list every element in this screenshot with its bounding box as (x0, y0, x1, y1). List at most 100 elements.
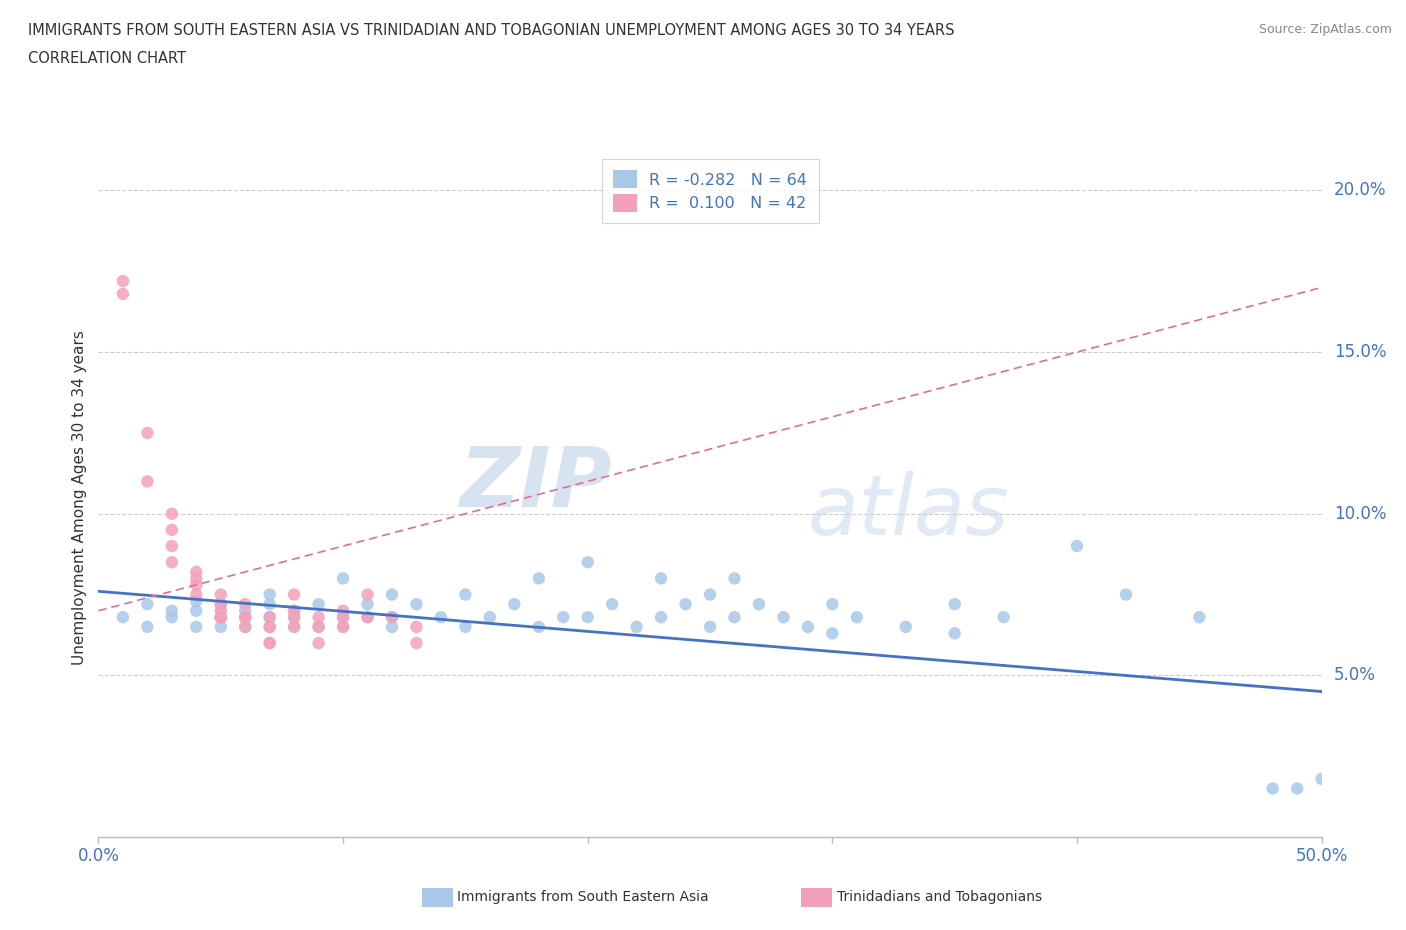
Point (381, 619, 404, 634)
Text: 15.0%: 15.0% (1334, 343, 1386, 361)
Point (308, 619, 330, 634)
Point (209, 597, 232, 612)
Point (160, 523, 183, 538)
Point (308, 635, 330, 650)
Point (894, 619, 917, 634)
Point (332, 610, 354, 625)
Point (160, 555, 183, 570)
Point (160, 610, 183, 625)
Point (186, 578, 208, 592)
Point (186, 593, 208, 608)
Point (111, 610, 134, 625)
Text: Source: ZipAtlas.com: Source: ZipAtlas.com (1258, 23, 1392, 36)
Point (503, 597, 526, 612)
Point (283, 619, 305, 634)
Point (136, 619, 159, 634)
Point (283, 619, 305, 634)
Point (209, 597, 232, 612)
Point (454, 619, 477, 634)
Point (332, 571, 354, 586)
Point (233, 619, 256, 634)
Point (576, 555, 599, 570)
Point (233, 604, 256, 618)
Point (332, 619, 354, 634)
Legend: R = -0.282   N = 64, R =  0.100   N = 42: R = -0.282 N = 64, R = 0.100 N = 42 (602, 159, 818, 223)
Point (527, 619, 550, 634)
Point (283, 610, 305, 625)
Point (233, 610, 256, 625)
Point (943, 626, 966, 641)
Point (356, 587, 378, 602)
Point (160, 538, 183, 553)
Point (209, 587, 232, 602)
Point (233, 610, 256, 625)
Point (797, 619, 820, 634)
Point (186, 619, 208, 634)
Point (283, 610, 305, 625)
Point (136, 474, 159, 489)
Point (993, 610, 1015, 625)
Point (259, 610, 281, 625)
Point (186, 587, 208, 602)
Point (283, 587, 305, 602)
Point (332, 619, 354, 634)
Text: CORRELATION CHART: CORRELATION CHART (28, 51, 186, 66)
Point (136, 425, 159, 440)
Point (821, 597, 844, 612)
Point (160, 506, 183, 521)
Point (111, 286, 134, 301)
Point (626, 619, 648, 634)
Point (259, 619, 281, 634)
Text: 10.0%: 10.0% (1334, 505, 1386, 523)
Point (186, 565, 208, 579)
Point (209, 604, 232, 618)
Point (675, 597, 697, 612)
Point (576, 610, 599, 625)
Point (209, 610, 232, 625)
Point (1261, 781, 1284, 796)
Point (405, 635, 427, 650)
Point (454, 587, 477, 602)
Point (111, 273, 134, 288)
Text: ZIP: ZIP (460, 444, 612, 525)
Point (405, 597, 427, 612)
Point (259, 587, 281, 602)
Point (699, 619, 721, 634)
Point (283, 604, 305, 618)
Text: Trinidadians and Tobagonians: Trinidadians and Tobagonians (837, 890, 1042, 905)
Point (209, 610, 232, 625)
Text: 20.0%: 20.0% (1334, 181, 1386, 199)
Point (381, 587, 404, 602)
Point (478, 610, 501, 625)
Point (845, 610, 868, 625)
Text: 5.0%: 5.0% (1334, 667, 1375, 684)
Point (356, 610, 378, 625)
Point (1286, 781, 1309, 796)
Point (772, 610, 794, 625)
Point (381, 610, 404, 625)
Point (233, 597, 256, 612)
Point (283, 604, 305, 618)
Point (233, 610, 256, 625)
Point (1310, 771, 1333, 786)
Point (1188, 610, 1211, 625)
Point (600, 597, 623, 612)
Point (356, 597, 378, 612)
Point (186, 604, 208, 618)
Point (650, 571, 672, 586)
Point (259, 597, 281, 612)
Point (381, 610, 404, 625)
Point (723, 571, 745, 586)
Point (527, 571, 550, 586)
Point (186, 571, 208, 586)
Point (209, 619, 232, 634)
Point (1066, 538, 1088, 553)
Point (332, 604, 354, 618)
Point (332, 610, 354, 625)
Point (748, 597, 770, 612)
Point (430, 610, 453, 625)
Point (356, 610, 378, 625)
Point (650, 610, 672, 625)
Point (308, 597, 330, 612)
Text: IMMIGRANTS FROM SOUTH EASTERN ASIA VS TRINIDADIAN AND TOBAGONIAN UNEMPLOYMENT AM: IMMIGRANTS FROM SOUTH EASTERN ASIA VS TR… (28, 23, 955, 38)
